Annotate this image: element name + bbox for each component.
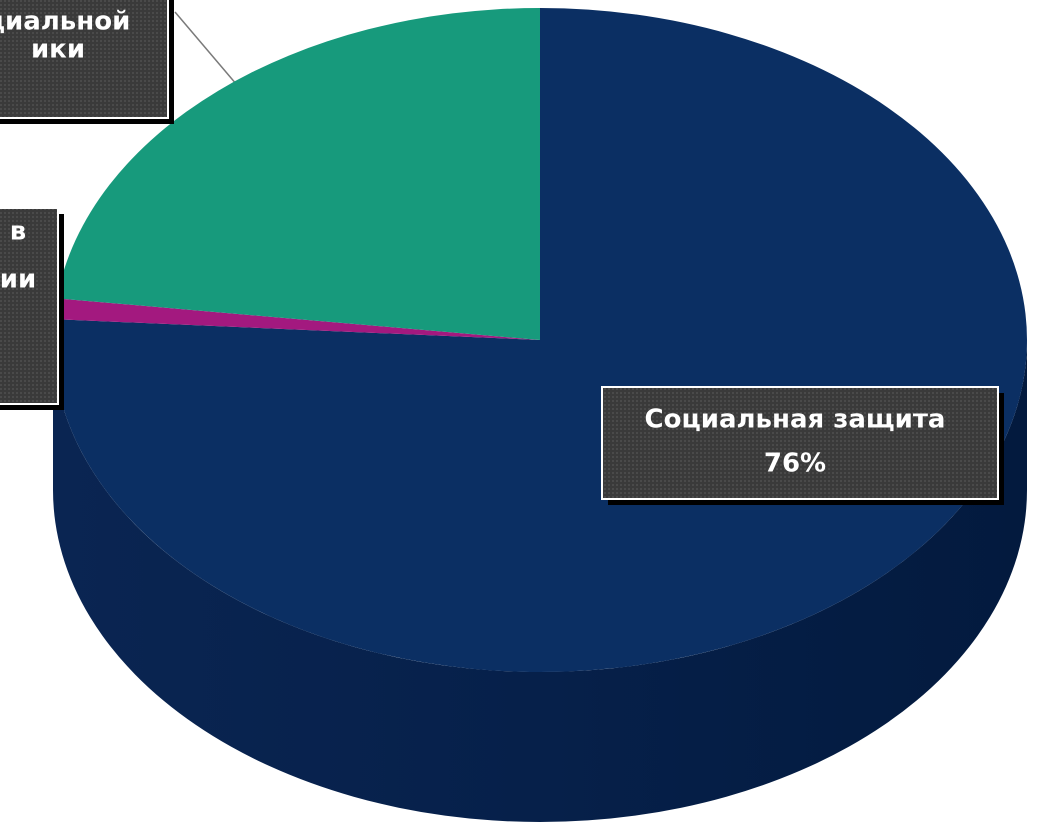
slice-label: циальной [0, 7, 130, 37]
label-box [0, 207, 59, 405]
slice-label: ики [31, 35, 85, 65]
value-label: 76% [764, 449, 826, 479]
pie-slice [53, 298, 540, 340]
pie-slice [56, 8, 540, 340]
pie-side [53, 340, 1027, 822]
slice-label: в [10, 217, 26, 247]
label-box [601, 386, 999, 500]
slice-label: ии [0, 265, 36, 295]
slice-label: Социальная защита [645, 405, 946, 435]
pie-slice [53, 8, 1028, 672]
label-box [0, 0, 169, 119]
leader-line [174, 11, 238, 86]
